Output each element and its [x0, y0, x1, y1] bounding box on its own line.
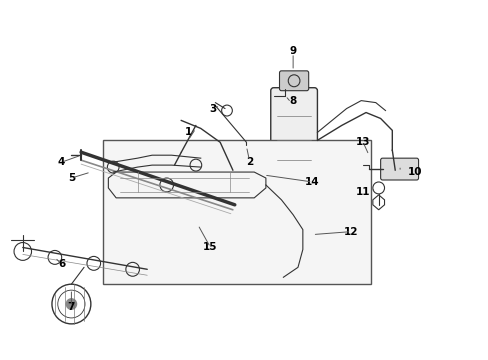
Text: 13: 13	[355, 137, 369, 147]
Text: 4: 4	[58, 157, 65, 167]
Text: 6: 6	[58, 259, 65, 269]
Text: 1: 1	[184, 127, 191, 138]
Circle shape	[242, 148, 250, 156]
FancyBboxPatch shape	[270, 88, 317, 183]
FancyBboxPatch shape	[279, 71, 308, 91]
Text: 9: 9	[289, 46, 296, 56]
Text: 12: 12	[344, 226, 358, 237]
Text: 11: 11	[355, 187, 369, 197]
Circle shape	[65, 298, 77, 310]
Text: 5: 5	[68, 173, 75, 183]
Text: 7: 7	[67, 302, 75, 312]
FancyBboxPatch shape	[380, 158, 418, 180]
Text: 10: 10	[407, 167, 421, 177]
Text: 2: 2	[245, 157, 252, 167]
Text: 8: 8	[289, 96, 296, 105]
Text: 14: 14	[305, 177, 319, 187]
Text: 3: 3	[209, 104, 217, 113]
Text: 15: 15	[203, 243, 217, 252]
Bar	[103, 140, 370, 284]
